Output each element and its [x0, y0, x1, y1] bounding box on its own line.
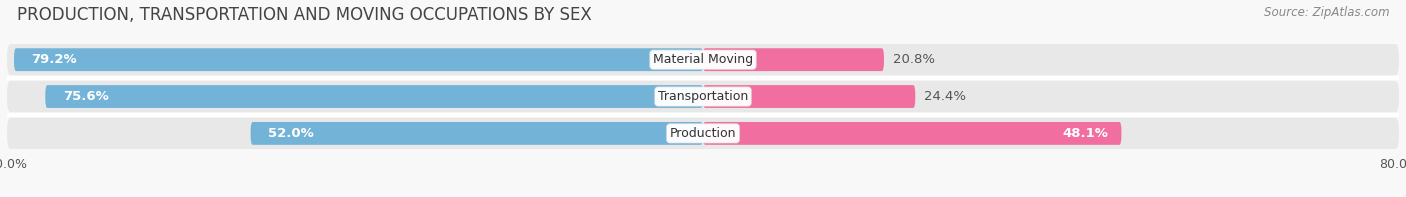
Text: Material Moving: Material Moving [652, 53, 754, 66]
Text: PRODUCTION, TRANSPORTATION AND MOVING OCCUPATIONS BY SEX: PRODUCTION, TRANSPORTATION AND MOVING OC… [17, 6, 592, 24]
Text: 24.4%: 24.4% [924, 90, 966, 103]
FancyBboxPatch shape [45, 85, 703, 108]
FancyBboxPatch shape [703, 122, 1122, 145]
FancyBboxPatch shape [7, 44, 1399, 75]
Text: 75.6%: 75.6% [63, 90, 108, 103]
Text: Source: ZipAtlas.com: Source: ZipAtlas.com [1264, 6, 1389, 19]
Text: 52.0%: 52.0% [269, 127, 314, 140]
FancyBboxPatch shape [250, 122, 703, 145]
FancyBboxPatch shape [703, 85, 915, 108]
FancyBboxPatch shape [703, 48, 884, 71]
FancyBboxPatch shape [14, 48, 703, 71]
Text: 20.8%: 20.8% [893, 53, 935, 66]
Legend: Male, Female: Male, Female [636, 194, 770, 197]
Text: Transportation: Transportation [658, 90, 748, 103]
Text: Production: Production [669, 127, 737, 140]
FancyBboxPatch shape [7, 81, 1399, 112]
Text: 79.2%: 79.2% [31, 53, 77, 66]
FancyBboxPatch shape [7, 118, 1399, 149]
Text: 48.1%: 48.1% [1063, 127, 1108, 140]
